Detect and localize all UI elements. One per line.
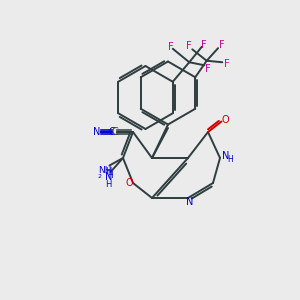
Text: O: O	[221, 115, 229, 125]
Text: F: F	[202, 40, 207, 50]
Text: N: N	[105, 172, 112, 182]
Text: F: F	[168, 42, 173, 52]
Text: H: H	[107, 172, 113, 181]
Text: O: O	[126, 178, 133, 188]
Text: F: F	[224, 59, 230, 69]
Text: C: C	[111, 127, 118, 137]
Text: N: N	[93, 127, 100, 137]
Text: F: F	[186, 41, 191, 51]
Text: F: F	[205, 64, 211, 74]
Text: F: F	[220, 40, 225, 50]
Text: C: C	[109, 127, 116, 137]
Text: N: N	[186, 196, 193, 207]
Text: N: N	[222, 151, 229, 160]
Text: H: H	[228, 155, 233, 164]
Text: 2: 2	[98, 173, 102, 178]
Text: H: H	[105, 167, 112, 176]
Text: NH: NH	[98, 167, 112, 176]
Text: H: H	[105, 180, 112, 189]
